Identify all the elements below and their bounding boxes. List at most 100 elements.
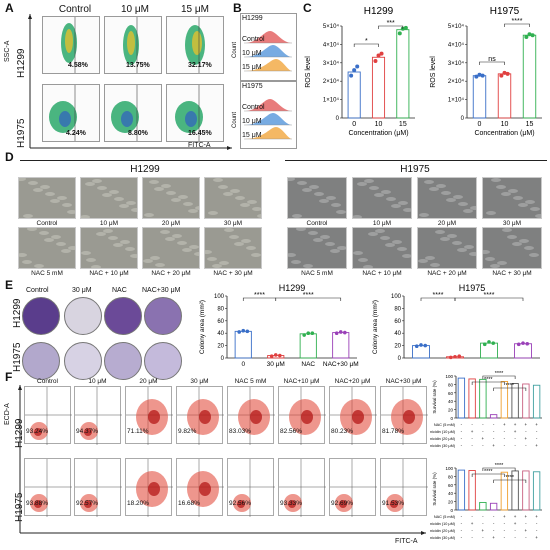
histogram-label: 10 μM <box>242 118 262 125</box>
scatter-density <box>279 459 326 517</box>
apoptosis-percent: 71.11% <box>127 428 149 435</box>
cell-cluster-core <box>301 410 313 424</box>
cell <box>337 246 346 250</box>
cell <box>518 203 528 207</box>
cell <box>380 236 390 240</box>
bar <box>457 377 466 419</box>
cell <box>252 207 261 211</box>
cell <box>288 253 296 257</box>
apoptosis-plot <box>278 458 326 517</box>
flow-percent: 8.80% <box>128 130 148 137</box>
legend-row-label: Ponicidin (20 μM) <box>430 437 456 441</box>
micrograph-label: NAC + 10 μM <box>89 270 129 277</box>
significance-bracket <box>454 297 524 301</box>
micrograph <box>482 177 542 219</box>
bar <box>497 73 512 119</box>
apoptosis-plot <box>176 458 224 517</box>
legend-row-label: Ponicidin (30 μM) <box>430 444 456 448</box>
chart-colony-h1299: H1299 0 20 40 60 80 100 Colony area (mm²) 0 30 μM… <box>199 283 359 368</box>
data-point <box>516 342 521 347</box>
cell <box>490 264 500 268</box>
cell-texture <box>19 228 75 268</box>
cell <box>519 239 529 243</box>
cell <box>68 246 75 250</box>
panel-e-row-label: H1975 <box>12 342 23 372</box>
plate-col-label: NAC+30 μM <box>142 287 181 294</box>
micrograph <box>204 177 262 219</box>
cell <box>251 253 261 257</box>
cell <box>375 229 385 233</box>
data-point <box>477 72 482 77</box>
apoptosis-percent: 93.88% <box>26 500 49 507</box>
cell <box>463 209 473 213</box>
legend-mark: + <box>514 429 517 434</box>
cell <box>154 187 164 191</box>
bar <box>532 384 541 419</box>
cell <box>313 238 323 242</box>
apoptosis-plot <box>24 386 72 445</box>
legend-mark: - <box>461 514 463 519</box>
cell-texture <box>81 179 137 218</box>
legend-mark: - <box>536 429 538 434</box>
cell <box>435 230 445 234</box>
apoptosis-col-label: Control <box>37 378 58 385</box>
cell <box>150 256 160 260</box>
apoptosis-plot <box>74 386 122 445</box>
scatter-density <box>75 387 122 445</box>
cell <box>177 241 187 245</box>
panel-b-group-title: H1299 <box>242 15 263 22</box>
micrograph <box>204 227 262 269</box>
x-tick-label: 0 <box>478 121 482 128</box>
cell-cluster-core <box>403 410 415 424</box>
legend-mark: - <box>536 528 538 533</box>
y-tick-label: 0 <box>221 356 225 362</box>
data-point <box>414 344 419 349</box>
legend-mark: + <box>503 422 506 427</box>
cell <box>189 245 199 249</box>
plate-col-label: Control <box>26 287 49 294</box>
cell <box>320 235 330 239</box>
bar <box>522 383 530 419</box>
apoptosis-plot <box>278 386 326 445</box>
cell <box>223 192 233 196</box>
cell-texture <box>419 180 476 217</box>
cell <box>229 235 239 239</box>
scatter-density <box>330 387 377 445</box>
histogram-label: 15 μM <box>242 132 262 139</box>
panel-e-row-label: H1299 <box>12 298 23 328</box>
y-tick-label: 60 <box>448 483 454 488</box>
legend-mark: + <box>503 514 506 519</box>
apoptosis-percent: 80.23% <box>331 428 354 435</box>
legend-mark: - <box>471 514 473 519</box>
cell <box>363 265 373 268</box>
colony-plate <box>104 297 142 335</box>
flow-percent: 16.45% <box>188 130 212 137</box>
cell <box>44 238 54 242</box>
cell <box>525 200 535 204</box>
micrograph-label: 10 μM <box>372 220 392 227</box>
legend-mark: - <box>482 429 484 434</box>
cell <box>130 254 137 258</box>
data-point <box>524 35 529 40</box>
chart-ros-h1299: H1299 0 1×10⁴ 2×10⁴ 3×10⁴ 4×10⁴ 5×10⁴ ROS level… <box>305 6 415 137</box>
panel-a-y-axis: SSC-A <box>4 40 11 62</box>
cell <box>353 215 362 218</box>
data-point <box>525 341 530 346</box>
micrograph <box>142 177 200 219</box>
significance-bracket <box>378 25 404 29</box>
y-tick-label: 80 <box>217 306 224 312</box>
cell <box>51 235 61 239</box>
data-point <box>245 329 250 334</box>
y-tick-label: 100 <box>391 294 402 300</box>
flow-plot <box>166 16 224 74</box>
scatter-density <box>25 387 72 445</box>
legend-mark: - <box>461 429 463 434</box>
cell <box>97 186 107 190</box>
cell-texture <box>353 179 411 218</box>
micrograph-label: NAC + 20 μM <box>151 270 191 277</box>
scatter-density <box>381 459 428 517</box>
y-tick-label: 1×10⁴ <box>323 97 340 104</box>
significance-mark: ns <box>488 56 496 63</box>
legend-mark: - <box>482 514 484 519</box>
cell <box>131 208 137 212</box>
